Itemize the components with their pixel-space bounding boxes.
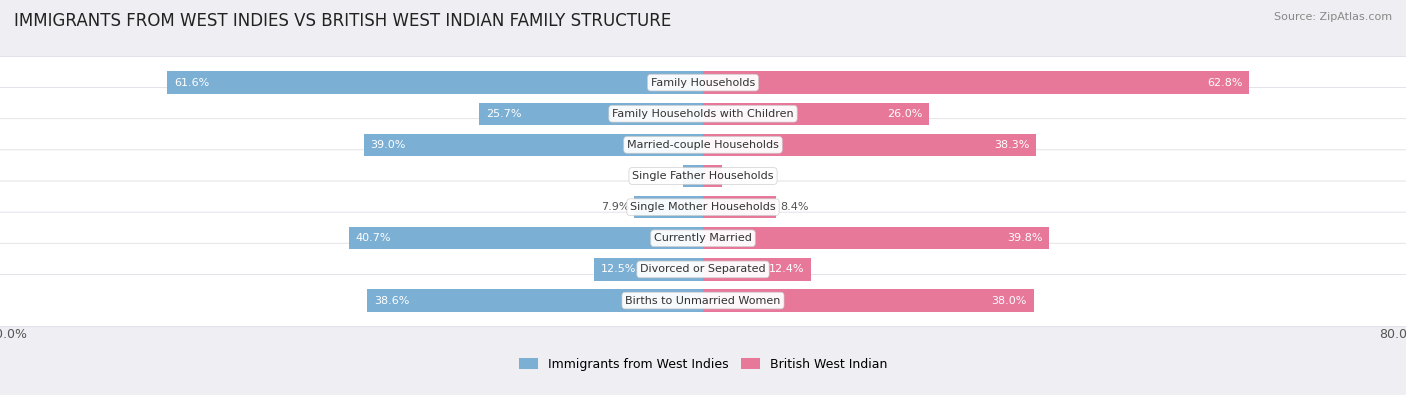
Text: 38.3%: 38.3% — [994, 140, 1029, 150]
Text: 2.3%: 2.3% — [650, 171, 679, 181]
Bar — [703, 290, 1033, 312]
Text: 38.6%: 38.6% — [374, 295, 409, 306]
FancyBboxPatch shape — [0, 212, 1406, 264]
Bar — [703, 227, 1049, 250]
Text: 38.0%: 38.0% — [991, 295, 1026, 306]
Text: 12.4%: 12.4% — [769, 264, 804, 275]
FancyBboxPatch shape — [0, 275, 1406, 327]
Bar — [634, 196, 703, 218]
Bar — [364, 134, 703, 156]
Legend: Immigrants from West Indies, British West Indian: Immigrants from West Indies, British Wes… — [515, 353, 891, 376]
Text: Source: ZipAtlas.com: Source: ZipAtlas.com — [1274, 12, 1392, 22]
FancyBboxPatch shape — [0, 150, 1406, 202]
Text: 7.9%: 7.9% — [602, 202, 630, 212]
Text: Family Households: Family Households — [651, 77, 755, 88]
Bar — [703, 165, 723, 187]
Text: IMMIGRANTS FROM WEST INDIES VS BRITISH WEST INDIAN FAMILY STRUCTURE: IMMIGRANTS FROM WEST INDIES VS BRITISH W… — [14, 12, 671, 30]
Bar — [703, 134, 1036, 156]
Text: 40.7%: 40.7% — [356, 233, 391, 243]
FancyBboxPatch shape — [0, 119, 1406, 171]
FancyBboxPatch shape — [0, 181, 1406, 233]
FancyBboxPatch shape — [0, 56, 1406, 109]
Bar — [367, 290, 703, 312]
Bar — [595, 258, 703, 280]
Text: 12.5%: 12.5% — [602, 264, 637, 275]
Text: Currently Married: Currently Married — [654, 233, 752, 243]
FancyBboxPatch shape — [0, 243, 1406, 295]
Text: 25.7%: 25.7% — [486, 109, 522, 119]
Text: Married-couple Households: Married-couple Households — [627, 140, 779, 150]
Bar — [167, 71, 703, 94]
FancyBboxPatch shape — [0, 88, 1406, 140]
Text: 62.8%: 62.8% — [1206, 77, 1243, 88]
Bar — [703, 258, 811, 280]
Text: Family Households with Children: Family Households with Children — [612, 109, 794, 119]
Bar — [479, 103, 703, 125]
Text: 8.4%: 8.4% — [780, 202, 808, 212]
Text: 39.0%: 39.0% — [371, 140, 406, 150]
Text: Single Mother Households: Single Mother Households — [630, 202, 776, 212]
Bar — [349, 227, 703, 250]
Text: 61.6%: 61.6% — [174, 77, 209, 88]
Bar — [683, 165, 703, 187]
Text: Single Father Households: Single Father Households — [633, 171, 773, 181]
Text: 2.2%: 2.2% — [727, 171, 755, 181]
Bar — [703, 103, 929, 125]
Bar — [703, 71, 1250, 94]
Text: Divorced or Separated: Divorced or Separated — [640, 264, 766, 275]
Text: Births to Unmarried Women: Births to Unmarried Women — [626, 295, 780, 306]
Text: 26.0%: 26.0% — [887, 109, 922, 119]
Text: 39.8%: 39.8% — [1007, 233, 1042, 243]
Bar — [703, 196, 776, 218]
